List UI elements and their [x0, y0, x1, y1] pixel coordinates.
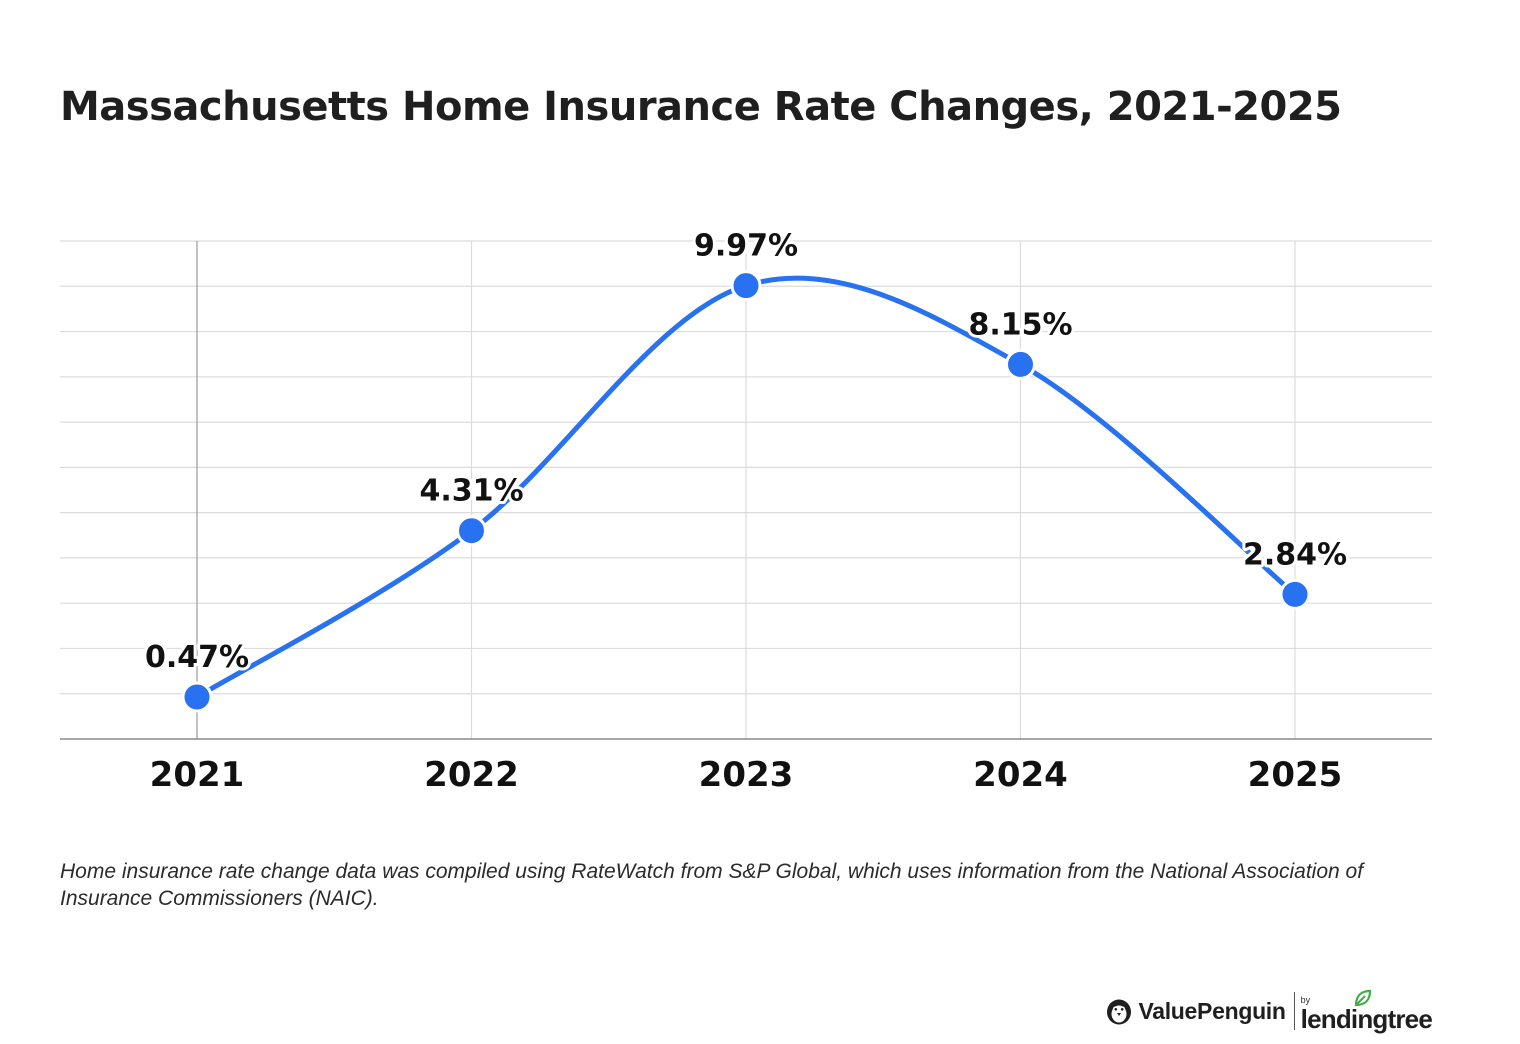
data-points: [181, 270, 1311, 713]
penguin-icon: [1107, 999, 1132, 1025]
lendingtree-logo: by lendingtree: [1300, 989, 1433, 1034]
x-tick-label: 2025: [1248, 755, 1343, 795]
x-tick-label: 2021: [150, 755, 245, 795]
data-point: [1279, 578, 1311, 610]
data-label: 9.97%: [694, 229, 798, 264]
leaf-icon: [1354, 989, 1372, 1007]
data-labels: 0.47% 4.31% 9.97% 8.15% 2.84%: [142, 226, 1350, 678]
data-point: [181, 681, 213, 713]
x-tick-labels: 2021 2022 2023 2024 2025: [150, 755, 1343, 795]
data-label: 2.84%: [1243, 537, 1347, 572]
data-point: [730, 270, 762, 302]
x-tick-label: 2024: [973, 755, 1068, 795]
data-label: 0.47%: [145, 640, 249, 675]
source-footnote: Home insurance rate change data was comp…: [60, 860, 1364, 910]
brand-divider: [1293, 992, 1295, 1030]
chart-title: Massachusetts Home Insurance Rate Change…: [60, 84, 1342, 130]
line-chart: 0.47%4.31%9.97%8.15%2.84% 2021 2022 2023 20…: [60, 226, 1432, 795]
valuepenguin-logo: ValuePenguin: [1106, 997, 1286, 1025]
by-label: by: [1300, 995, 1311, 1005]
x-tick-label: 2023: [699, 755, 794, 795]
x-tick-label: 2022: [424, 755, 519, 795]
lendingtree-wordmark: lendingtree: [1300, 1004, 1433, 1034]
data-point: [1005, 348, 1036, 380]
valuepenguin-wordmark: ValuePenguin: [1138, 997, 1286, 1024]
data-label: 8.15%: [968, 307, 1072, 342]
grid-lines: [60, 240, 1432, 739]
data-label: 4.31%: [419, 474, 523, 509]
data-point: [456, 515, 487, 547]
brand-logo[interactable]: ValuePenguin by lendingtree: [1106, 986, 1433, 1036]
